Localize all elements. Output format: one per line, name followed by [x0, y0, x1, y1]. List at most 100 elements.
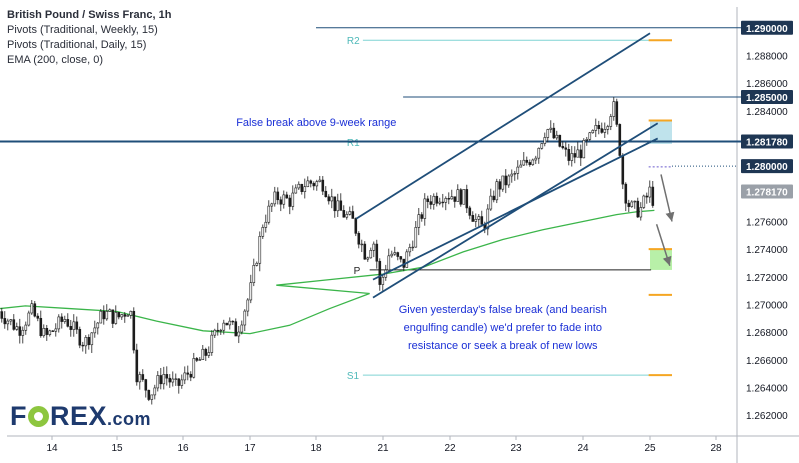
candle-body: [342, 210, 346, 218]
candle-body: [621, 155, 625, 185]
candle-body: [399, 256, 403, 260]
candle-body: [81, 344, 85, 347]
candle-body: [135, 349, 139, 383]
candle-body: [498, 181, 502, 190]
candle-body: [243, 310, 247, 326]
candle-body: [285, 194, 289, 199]
candle-body: [27, 312, 31, 326]
x-tick-label: 16: [177, 443, 189, 454]
candle-body: [15, 326, 19, 330]
candle-body: [651, 186, 655, 206]
candle-body: [249, 282, 253, 301]
candle-body: [219, 329, 223, 332]
candle-body: [414, 227, 418, 248]
price-tag-box: [741, 134, 793, 149]
candle-body: [177, 378, 181, 386]
candle-body: [180, 379, 184, 386]
candle-body: [96, 322, 100, 329]
candle-body: [54, 328, 58, 332]
candle-body: [99, 310, 103, 324]
candle-body: [114, 312, 118, 324]
candle-body: [72, 321, 76, 330]
candle-body: [132, 310, 136, 351]
candle-body: [30, 303, 34, 314]
candle-body: [405, 251, 409, 268]
x-tick-label: 14: [46, 443, 58, 454]
candle-body: [639, 207, 643, 218]
candle-body: [57, 316, 61, 330]
candle-body: [18, 326, 22, 336]
candle-body: [465, 189, 469, 209]
candle-body: [288, 197, 292, 207]
y-tick-label: 1.284000: [746, 107, 788, 118]
price-tag-label: 1.278170: [746, 187, 788, 198]
candle-body: [156, 375, 160, 389]
candle-body: [231, 320, 235, 323]
candle-body: [438, 201, 442, 204]
candle-body: [210, 334, 214, 353]
annotation-text-3: resistance or seek a break of new lows: [408, 340, 598, 352]
candle-body: [345, 214, 349, 218]
channel-line-lower: [372, 122, 659, 299]
price-tag-box: [741, 20, 793, 35]
price-tag-label: 1.290000: [746, 24, 788, 35]
candle-body: [165, 374, 169, 379]
candle-body: [216, 329, 220, 332]
candle-body: [120, 314, 124, 318]
x-tick-label: 24: [577, 443, 589, 454]
candle-body: [339, 200, 343, 211]
candle-body: [609, 116, 613, 127]
channel-line-mid: [372, 137, 659, 281]
candle-body: [78, 329, 82, 346]
candle-body: [297, 183, 301, 189]
candle-body: [636, 200, 640, 218]
candle-body: [300, 183, 304, 192]
candle-body: [234, 321, 238, 337]
candle-body: [489, 195, 493, 210]
candle-body: [276, 191, 280, 201]
candle-body: [147, 389, 151, 400]
candle-body: [555, 134, 559, 139]
candle-body: [447, 198, 451, 200]
candle-body: [6, 320, 10, 325]
x-tick-label: 21: [377, 443, 389, 454]
candle-body: [105, 311, 109, 320]
candle-body: [564, 147, 568, 150]
candle-body: [117, 312, 121, 318]
candle-body: [603, 129, 607, 133]
candle-body: [159, 375, 163, 385]
candle-body: [39, 317, 43, 337]
candle-body: [633, 200, 637, 203]
candle-body: [582, 140, 586, 159]
candle-body: [162, 374, 166, 385]
candle-body: [195, 358, 199, 361]
candle-body: [456, 189, 460, 202]
candle-body: [573, 153, 577, 158]
candle-body: [360, 243, 364, 246]
candle-body: [528, 162, 532, 165]
candle-body: [150, 394, 154, 400]
candle-body: [69, 326, 73, 330]
legend-title: British Pound / Swiss Franc, 1h: [7, 9, 172, 21]
candle-body: [222, 322, 226, 331]
candle-body: [471, 215, 475, 222]
candle-body: [393, 252, 397, 255]
chart-legend: British Pound / Swiss Franc, 1h Pivots (…: [7, 8, 171, 68]
zone-1: [650, 249, 672, 270]
candle-body: [585, 138, 589, 141]
forex-logo: F REX.com: [10, 401, 151, 432]
price-tag-box: [741, 184, 793, 199]
candle-body: [468, 207, 472, 216]
candle-body: [537, 147, 541, 159]
candle-body: [270, 203, 274, 207]
candle-body: [369, 250, 373, 259]
candle-body: [45, 328, 49, 335]
logo-text-f: F: [10, 401, 27, 431]
candle-body: [534, 157, 538, 161]
candle-body: [648, 186, 652, 198]
y-tick-label: 1.262000: [746, 411, 788, 422]
candle-body: [432, 195, 436, 205]
